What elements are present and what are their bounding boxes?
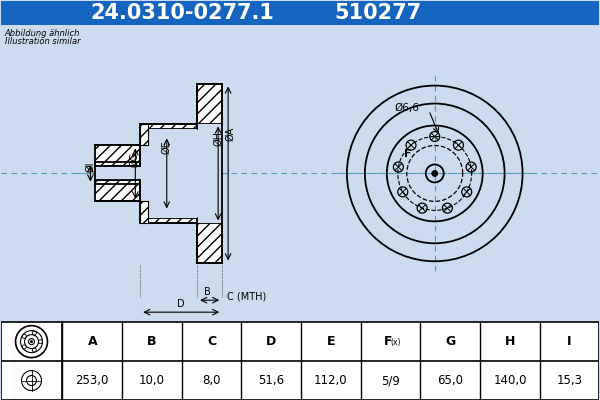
- Text: E: E: [326, 335, 335, 348]
- Text: Abbildung ähnlich: Abbildung ähnlich: [5, 29, 80, 38]
- Bar: [95, 146, 140, 166]
- Bar: [140, 218, 197, 223]
- Text: Ø6,6: Ø6,6: [394, 103, 419, 113]
- Text: C (MTH): C (MTH): [227, 291, 266, 301]
- Text: 8,0: 8,0: [202, 374, 221, 387]
- Text: 112,0: 112,0: [314, 374, 348, 387]
- Text: B: B: [147, 335, 157, 348]
- Bar: [140, 124, 197, 128]
- Bar: [197, 223, 222, 263]
- Text: ØA: ØA: [225, 126, 235, 141]
- Text: ØH: ØH: [213, 131, 223, 146]
- Text: 253,0: 253,0: [76, 374, 109, 387]
- Bar: [140, 128, 197, 218]
- Text: D: D: [266, 335, 277, 348]
- Text: Illustration similar: Illustration similar: [5, 37, 80, 46]
- Text: 510277: 510277: [334, 3, 421, 23]
- Bar: [197, 84, 222, 124]
- Text: G: G: [445, 335, 455, 348]
- Text: ØG: ØG: [130, 152, 139, 167]
- Text: F: F: [404, 149, 412, 159]
- Text: F: F: [385, 335, 393, 348]
- Text: 51,6: 51,6: [258, 374, 284, 387]
- Text: ØI: ØI: [85, 161, 95, 172]
- Text: I: I: [568, 335, 572, 348]
- Bar: [1, 322, 599, 400]
- Text: 140,0: 140,0: [493, 374, 527, 387]
- Bar: [95, 166, 140, 180]
- Text: 65,0: 65,0: [437, 374, 463, 387]
- Bar: [197, 124, 222, 223]
- Text: D: D: [178, 299, 185, 309]
- Text: H: H: [505, 335, 515, 348]
- Text: (x): (x): [391, 338, 401, 347]
- Text: C: C: [207, 335, 216, 348]
- Circle shape: [30, 340, 33, 343]
- Text: 5/9: 5/9: [381, 374, 400, 387]
- Bar: [140, 124, 148, 146]
- Text: 15,3: 15,3: [557, 374, 583, 387]
- Text: ØE: ØE: [162, 141, 172, 154]
- Text: 24.0310-0277.1: 24.0310-0277.1: [90, 3, 274, 23]
- Circle shape: [432, 170, 438, 176]
- Bar: [95, 180, 140, 201]
- Text: B: B: [205, 287, 211, 297]
- Text: A: A: [88, 335, 97, 348]
- Bar: [1, 1, 599, 25]
- Bar: [140, 201, 148, 223]
- Text: 10,0: 10,0: [139, 374, 165, 387]
